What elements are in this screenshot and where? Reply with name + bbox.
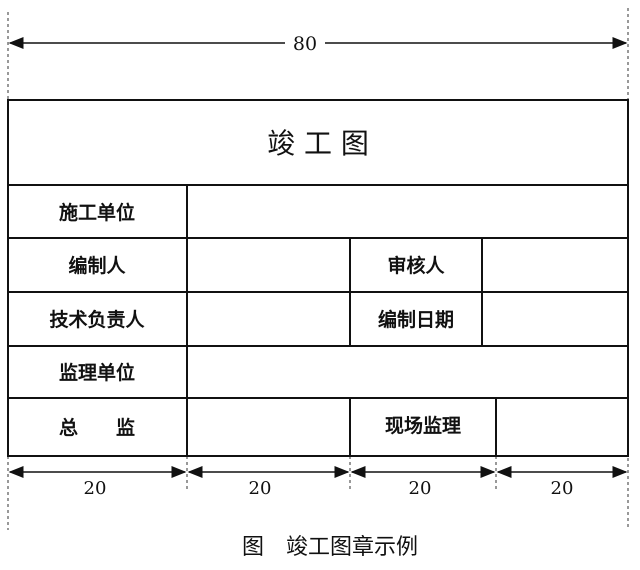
stamp-table: [7, 99, 629, 457]
label-chief-supervisor: 总 监: [59, 416, 135, 439]
label-reviewer: 审核人: [387, 254, 445, 277]
label-supervision-unit: 监理单位: [59, 361, 135, 384]
stamp-title: 竣 工 图: [267, 127, 369, 160]
total-width-label: 80: [293, 33, 317, 55]
top-dimension: 80: [8, 33, 628, 55]
label-construction-unit: 施工单位: [59, 201, 135, 224]
column-width-label-3: 20: [409, 478, 432, 499]
column-width-label-2: 20: [249, 478, 272, 499]
column-width-label-4: 20: [551, 478, 574, 499]
label-site-supervisor: 现场监理: [385, 414, 461, 437]
column-width-label-1: 20: [84, 478, 107, 499]
label-compile-date: 编制日期: [378, 308, 454, 331]
label-technical-lead: 技术负责人: [49, 308, 145, 331]
figure-caption: 图 竣工图章示例: [242, 535, 418, 560]
label-compiler: 编制人: [68, 254, 126, 277]
